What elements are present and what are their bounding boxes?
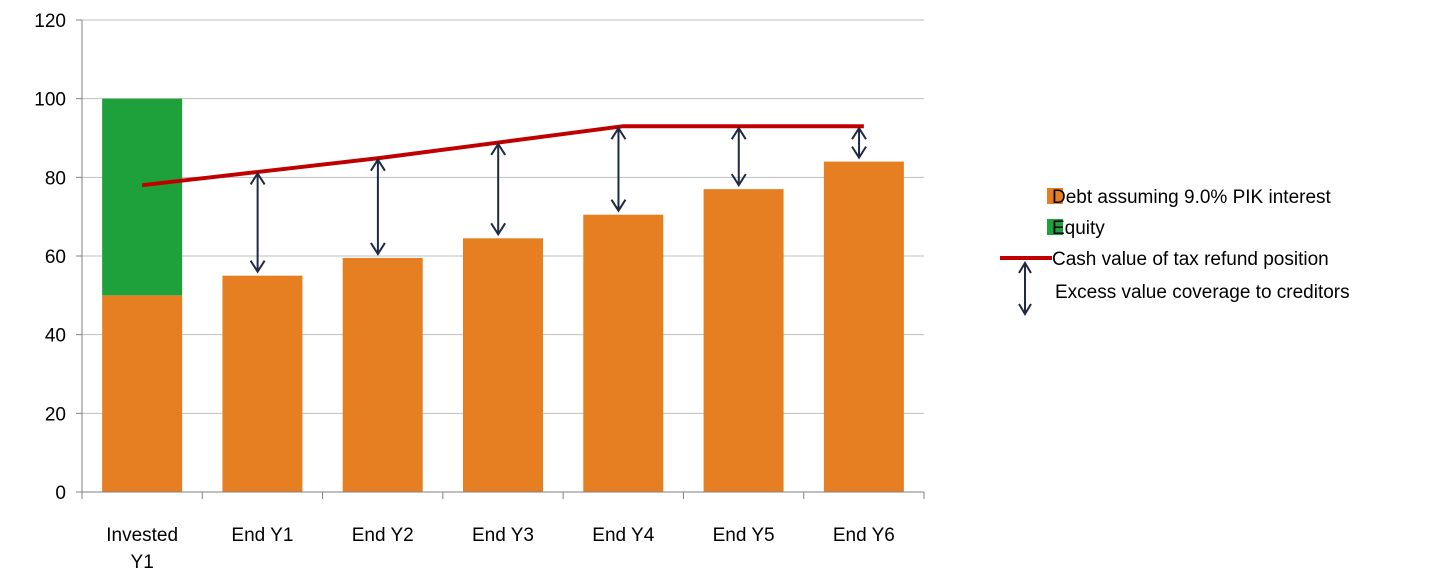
coverage-arrow (370, 157, 386, 256)
y-tick-label: 60 (45, 247, 66, 268)
bar-debt (703, 189, 784, 492)
coverage-arrow (610, 126, 627, 213)
tax-refund-series-line (141, 124, 864, 188)
legend-swatch (1047, 188, 1063, 204)
y-tick-label: 100 (34, 90, 66, 111)
coverage-arrow (851, 126, 867, 160)
legend-swatch (1047, 219, 1063, 235)
legend-label: Equity (1052, 218, 1105, 239)
tick-labels: 0 20 40 60 80 100 120 Invested Y1 End Y1 End Y2 End… (34, 11, 895, 573)
x-tick-label: End Y3 (472, 525, 534, 546)
x-tick-label: Invested (106, 525, 178, 546)
y-tick-label: 120 (34, 11, 66, 32)
legend-item: Debt assuming 9.0% PIK interest (1047, 187, 1332, 208)
legend-item: Equity (1047, 218, 1105, 239)
bar-debt (102, 295, 183, 492)
bar-debt (463, 238, 543, 492)
bar-debt (823, 161, 904, 492)
bar-debt (222, 275, 303, 492)
coverage-arrow (249, 171, 266, 274)
legend-label: Debt assuming 9.0% PIK interest (1052, 187, 1332, 208)
x-tick-label: Y1 (131, 552, 154, 573)
bar-debt (583, 214, 664, 492)
x-tick-label: End Y2 (352, 525, 414, 546)
tax-refund-line (141, 124, 864, 188)
y-tick-label: 40 (45, 326, 66, 347)
y-tick-label: 80 (45, 168, 66, 189)
coverage-arrow (730, 126, 747, 187)
legend-label: Cash value of tax refund position (1052, 249, 1329, 270)
x-tick-label: End Y6 (833, 525, 895, 546)
legend: Debt assuming 9.0% PIK interest Equity Cas… (1000, 187, 1350, 316)
legend-item: Excess value coverage to creditors (1018, 261, 1350, 316)
coverage-arrow (490, 142, 507, 237)
x-tick-label: End Y4 (592, 525, 654, 546)
legend-item: Cash value of tax refund position (1000, 249, 1329, 270)
y-tick-label: 20 (45, 404, 66, 425)
x-tick-label: End Y1 (231, 525, 293, 546)
axes (76, 19, 925, 499)
bar-equity (102, 98, 183, 296)
bar-debt (342, 257, 423, 492)
coverage-arrows (249, 126, 867, 274)
y-tick-label: 0 (55, 483, 66, 504)
bars (102, 98, 904, 492)
x-tick-label: End Y5 (713, 525, 775, 546)
legend-label: Excess value coverage to creditors (1055, 282, 1350, 303)
